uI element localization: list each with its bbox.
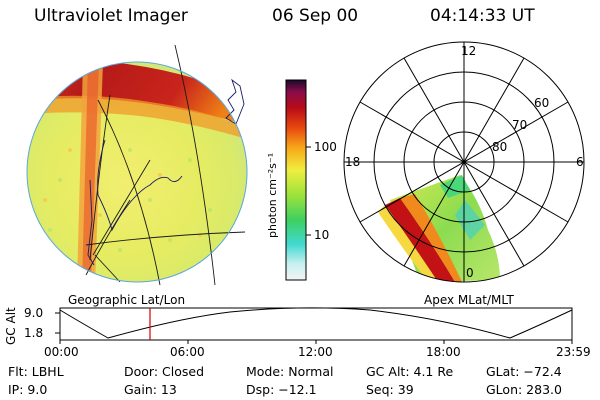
- status-seq: Seq: 39: [366, 382, 414, 397]
- status-mode: Mode: Normal: [246, 364, 334, 379]
- time-tick-0600: 06:00: [170, 345, 205, 359]
- colorbar-tick-100: 100: [314, 140, 337, 154]
- altitude-tick-high: 9.0: [24, 306, 44, 320]
- time-tick-0000: 00:00: [44, 345, 79, 359]
- time-tick-1800: 18:00: [426, 345, 461, 359]
- mlat-label-60: 60: [534, 96, 550, 110]
- mlat-label-70: 70: [512, 118, 528, 132]
- geographic-panel-label: Geographic Lat/Lon: [68, 293, 186, 307]
- mlat-label-80: 80: [492, 140, 508, 154]
- coastline: [87, 78, 245, 266]
- altitude-plot: [55, 307, 573, 344]
- time-tick-1200: 12:00: [298, 345, 333, 359]
- polar-plot: [343, 41, 585, 283]
- imager-display: [26, 41, 585, 344]
- mlt-label-12: 12: [461, 44, 477, 58]
- polar-panel-label: Apex MLat/MLT: [424, 293, 514, 307]
- mlt-label-6: 6: [576, 155, 584, 169]
- status-dsp: Dsp: −12.1: [246, 382, 317, 397]
- status-glat: GLat: −72.4: [486, 364, 562, 379]
- colorbar-tick-10: 10: [314, 228, 330, 242]
- altitude-tick-low: 1.8: [24, 326, 44, 340]
- mlt-label-18: 18: [345, 155, 361, 169]
- status-gain: Gain: 13: [124, 382, 177, 397]
- colorbar: [285, 79, 311, 281]
- status-glon: GLon: 283.0: [486, 382, 562, 397]
- time-tick-2359: 23:59: [556, 345, 591, 359]
- colorbar-unit-label: photon cm⁻²s⁻¹: [266, 152, 279, 238]
- instrument-title: Ultraviolet Imager: [34, 6, 188, 26]
- status-door: Door: Closed: [124, 364, 205, 379]
- geographic-image: [27, 62, 247, 282]
- altitude-axis-title: GC Alt: [4, 307, 18, 345]
- mlt-label-0: 0: [466, 266, 474, 280]
- date-label: 06 Sep 00: [272, 6, 359, 26]
- status-gc-alt: GC Alt: 4.1 Re: [366, 364, 454, 379]
- status-filter: Flt: LBHL: [8, 364, 64, 379]
- time-label: 04:14:33 UT: [430, 6, 535, 26]
- status-ip: IP: 9.0: [8, 382, 48, 397]
